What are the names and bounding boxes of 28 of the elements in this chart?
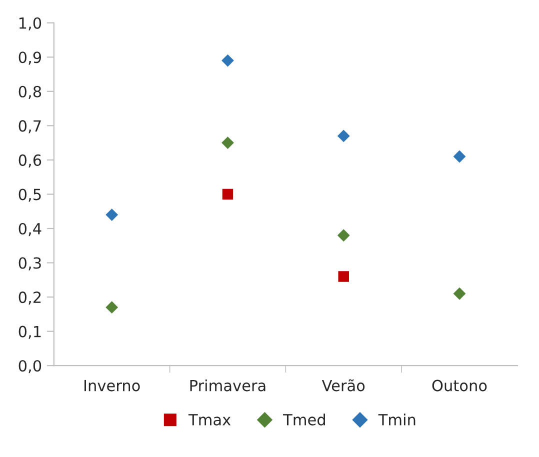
x-tick-label: Verão: [322, 379, 365, 392]
legend-label: Tmin: [378, 414, 416, 426]
x-tick-label: Outono: [432, 380, 487, 392]
x-tick-label: Primavera: [190, 379, 266, 392]
point: [337, 229, 350, 242]
point: [222, 136, 234, 150]
point: [453, 150, 466, 163]
y-tick-label: 0,8: [18, 86, 42, 99]
y-tick-label: 0,7: [18, 120, 41, 134]
point: [222, 188, 234, 200]
point: [222, 54, 234, 67]
y-tick-label: 0,6: [18, 154, 42, 168]
y-tick-label: 0,2: [18, 292, 41, 305]
y-tick-label: 0,9: [18, 52, 42, 65]
y-tick-label: 0,1: [18, 326, 41, 339]
y-tick-label: 0,5: [18, 188, 41, 202]
y-tick-label: 0,4: [18, 222, 42, 236]
y-tick-label: 1,0: [19, 17, 42, 30]
point: [106, 208, 118, 221]
legend-label: Tmed: [283, 414, 325, 426]
point: [338, 271, 349, 282]
point: [453, 287, 466, 300]
y-tick-label: 0,3: [18, 257, 41, 270]
point: [106, 301, 118, 314]
point: [337, 130, 350, 142]
y-tick-label: 0,0: [18, 360, 42, 374]
legend-label: Tmax: [188, 414, 231, 426]
x-tick-label: Inverno: [84, 380, 140, 392]
